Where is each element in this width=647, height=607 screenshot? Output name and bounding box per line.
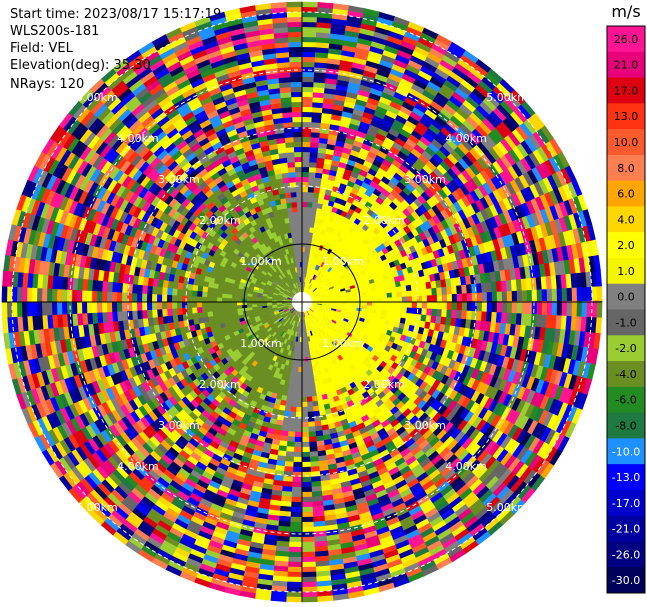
range-ring-label: 5.00km — [76, 501, 118, 514]
range-ring-label: 4.00km — [117, 132, 159, 145]
nrays-text: NRays: 120 — [10, 77, 85, 92]
range-ring-label: 4.00km — [445, 460, 487, 473]
range-ring-label: 1.00km — [240, 337, 282, 350]
colorbar-segment — [607, 464, 645, 491]
velocity-field — [1, 1, 603, 603]
colorbar-segment — [607, 412, 645, 439]
range-ring-label: 1.00km — [240, 255, 282, 268]
range-ring-label: 1.00km — [322, 337, 364, 350]
field-text: Field: VEL — [10, 41, 73, 56]
colorbar-segment — [607, 515, 645, 542]
range-ring-label: 2.00km — [363, 214, 405, 227]
range-ring-label: 5.00km — [76, 91, 118, 104]
colorbar-segment — [607, 309, 645, 336]
range-ring-label: 3.00km — [158, 419, 200, 432]
range-ring-label: 1.00km — [322, 255, 364, 268]
range-ring-label: 3.00km — [404, 419, 446, 432]
colorbar-segment — [607, 257, 645, 285]
colorbar-segment — [607, 180, 645, 207]
colorbar-tick-label: 17.0 — [614, 84, 639, 97]
colorbar-tick-label: 21.0 — [614, 59, 639, 72]
ppi-axes — [2, 2, 602, 602]
start-time-text: Start time: 2023/08/17 15:17:19 — [10, 7, 222, 22]
colorbar-segment — [607, 567, 645, 594]
colorbar-tick-label: -17.0 — [612, 497, 640, 510]
colorbar-tick-label: -10.0 — [612, 445, 640, 458]
plot-info: Start time: 2023/08/17 15:17:19 WLS200s-… — [10, 6, 221, 93]
colorbar-segment — [607, 438, 645, 465]
colorbar-tick-label: -13.0 — [612, 471, 640, 484]
colorbar-segment — [607, 26, 645, 53]
colorbar-segment — [607, 541, 645, 568]
range-ring-label: 4.00km — [445, 132, 487, 145]
range-ring-label: 2.00km — [199, 378, 241, 391]
elevation-text: Elevation(deg): 35.30 — [10, 58, 151, 73]
colorbar-segment — [607, 489, 645, 517]
colorbar-tick-label: 13.0 — [614, 110, 639, 123]
colorbar-segment — [607, 103, 645, 130]
colorbar-tick-label: 8.0 — [617, 162, 635, 175]
colorbar-tick-label: 0.0 — [617, 291, 635, 304]
instrument-text: WLS200s-181 — [10, 24, 100, 39]
colorbar-tick-label: 4.0 — [617, 213, 635, 226]
colorbar-tick-label: -8.0 — [615, 419, 636, 432]
colorbar-tick-label: -2.0 — [615, 342, 636, 355]
range-ring-label: 4.00km — [117, 460, 159, 473]
colorbar-tick-label: -1.0 — [615, 316, 636, 329]
colorbar-tick-label: 1.0 — [617, 265, 635, 278]
colorbar-tick-label: 26.0 — [614, 33, 639, 46]
range-ring-label: 2.00km — [199, 214, 241, 227]
colorbar-tick-label: 6.0 — [617, 188, 635, 201]
range-ring-label: 3.00km — [404, 173, 446, 186]
colorbar-segment — [607, 361, 645, 388]
colorbar-segment — [607, 51, 645, 79]
colorbar-segment — [607, 386, 645, 414]
range-ring-label: 3.00km — [158, 173, 200, 186]
colorbar-tick-label: -6.0 — [615, 394, 636, 407]
range-ring-label: 5.00km — [486, 501, 528, 514]
range-ring-label: 5.00km — [486, 91, 528, 104]
colorbar-segment — [607, 206, 645, 233]
colorbar-segment — [607, 232, 645, 259]
colorbar-segment — [607, 335, 645, 362]
colorbar-segment — [607, 129, 645, 156]
colorbar-segment — [607, 77, 645, 104]
colorbar-tick-label: -4.0 — [615, 368, 636, 381]
range-ring-label: 2.00km — [363, 378, 405, 391]
colorbar-unit: m/s — [611, 2, 640, 21]
colorbar-segment — [607, 154, 645, 182]
colorbar-tick-label: -30.0 — [612, 574, 640, 587]
colorbar-segment — [607, 283, 645, 310]
colorbar-tick-label: -21.0 — [612, 523, 640, 536]
colorbar-tick-label: 10.0 — [614, 136, 639, 149]
colorbar-tick-label: 2.0 — [617, 239, 635, 252]
colorbar-tick-label: -26.0 — [612, 548, 640, 561]
